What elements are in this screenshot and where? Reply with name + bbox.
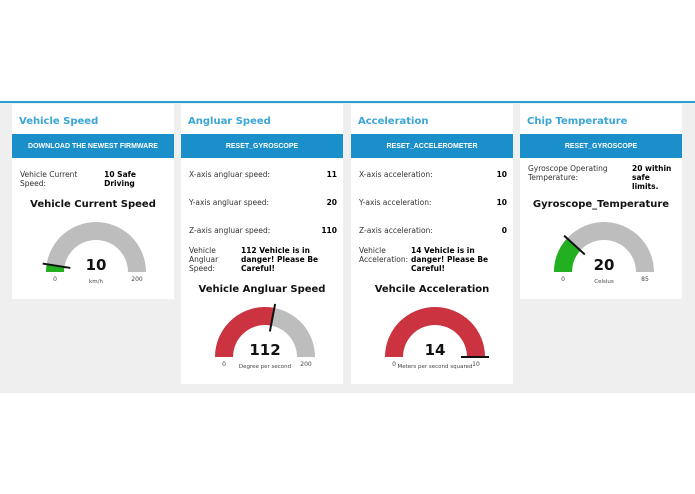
reading-row: Vehicle Current Speed: 10 Safe Driving bbox=[20, 170, 168, 188]
gauge-value: 14 bbox=[425, 341, 446, 359]
gauge-max: 200 bbox=[300, 361, 312, 368]
gauge-needle bbox=[42, 262, 71, 269]
card-title: Vehicle Speed bbox=[19, 116, 99, 127]
gauge-max: 85 bbox=[641, 276, 649, 283]
card-vehicle-speed: Vehicle Speed DOWNLOAD THE NEWEST FIRMWA… bbox=[12, 104, 174, 299]
gauge: 112 Degree per second 0 200 bbox=[215, 303, 315, 370]
reading-row: Vehicle Angluar Speed: 112 Vehicle is in… bbox=[189, 246, 337, 273]
reading-label: Y-axis acceleration: bbox=[359, 198, 432, 207]
card-title: Acceleration bbox=[358, 116, 429, 127]
gauge-min: 0 bbox=[53, 276, 57, 283]
reading-row: Y-axis angluar speed: 20 bbox=[189, 198, 337, 207]
reading-row: Z-axis acceleration: 0 bbox=[359, 226, 507, 235]
reading-row: Gyroscope Operating Temperature: 20 with… bbox=[528, 164, 676, 191]
reading-label: Vehicle Angluar Speed: bbox=[189, 246, 219, 273]
reading-label: X-axis acceleration: bbox=[359, 170, 433, 179]
reading-value: 110 bbox=[321, 226, 337, 235]
reading-value: 10 bbox=[496, 170, 507, 179]
action-button[interactable]: RESET_GYROSCOPE bbox=[520, 134, 682, 158]
gauge-max: 200 bbox=[131, 276, 143, 283]
gauge: 10 km/h 0 200 bbox=[42, 222, 146, 285]
gauge-fill bbox=[385, 307, 485, 357]
gauge-min: 0 bbox=[392, 361, 396, 368]
reading-label: X-axis angluar speed: bbox=[189, 170, 271, 179]
reading-value: 10 bbox=[496, 198, 507, 207]
reading-row: Y-axis acceleration: 10 bbox=[359, 198, 507, 207]
reading-value: 20 bbox=[326, 198, 337, 207]
gauge-unit: Celsius bbox=[594, 279, 614, 285]
card-title: Angluar Speed bbox=[188, 116, 271, 127]
gauge-needle bbox=[563, 234, 586, 256]
card-angluar-speed: Angluar Speed RESET_GYROSCOPE X-axis ang… bbox=[181, 104, 343, 384]
reading-row: X-axis acceleration: 10 bbox=[359, 170, 507, 179]
reading-row: Z-axis angluar speed: 110 bbox=[189, 226, 337, 235]
gauge-min: 0 bbox=[222, 361, 226, 368]
reading-value: 112 Vehicle is in danger! Please Be Care… bbox=[241, 246, 319, 273]
gauge-title: Vehicle Current Speed bbox=[30, 199, 156, 210]
gauge-title: Vehcile Acceleration bbox=[374, 284, 490, 295]
gauge-value: 20 bbox=[594, 256, 615, 274]
gauge-max: 10 bbox=[472, 361, 480, 368]
gauge-title: Vehicle Angluar Speed bbox=[198, 284, 326, 295]
reading-value: 14 Vehicle is in danger! Please Be Caref… bbox=[411, 246, 489, 273]
reading-value: 0 bbox=[501, 226, 507, 235]
action-button[interactable]: RESET_ACCELEROMETER bbox=[351, 134, 513, 158]
gauge-title: Gyroscope_Temperature bbox=[532, 199, 670, 210]
gauge-value: 10 bbox=[86, 256, 107, 274]
gauge-fill bbox=[215, 307, 275, 357]
gauge-track bbox=[46, 222, 146, 272]
action-button[interactable]: RESET_GYROSCOPE bbox=[181, 134, 343, 158]
reading-label: Y-axis angluar speed: bbox=[189, 198, 270, 207]
gauge-unit: Degree per second bbox=[239, 364, 291, 370]
action-button[interactable]: DOWNLOAD THE NEWEST FIRMWARE bbox=[12, 134, 174, 158]
card-title: Chip Temperature bbox=[527, 116, 628, 127]
gauge-needle bbox=[268, 303, 277, 332]
gauge: 20 Celsius 0 85 bbox=[554, 222, 654, 285]
gauge-value: 112 bbox=[249, 341, 280, 359]
gauge-fill bbox=[46, 264, 65, 272]
card-acceleration: Acceleration RESET_ACCELEROMETER X-axis … bbox=[351, 104, 513, 384]
reading-value: 11 bbox=[326, 170, 337, 179]
reading-label: Z-axis angluar speed: bbox=[189, 226, 271, 235]
reading-label: Z-axis acceleration: bbox=[359, 226, 433, 235]
gauge-track bbox=[554, 222, 654, 272]
reading-row: Vehicle Acceleration: 14 Vehicle is in d… bbox=[359, 246, 507, 273]
reading-row: X-axis angluar speed: 11 bbox=[189, 170, 337, 179]
reading-value: 10 Safe Driving bbox=[104, 170, 136, 188]
reading-label: Vehicle Current Speed: bbox=[20, 170, 78, 188]
reading-label: Gyroscope Operating Temperature: bbox=[528, 164, 608, 182]
gauge: 14 Meters per second squared 0 10 bbox=[385, 307, 489, 370]
gauge-unit: Meters per second squared bbox=[397, 364, 472, 370]
gauge-fill bbox=[554, 238, 581, 272]
reading-value: 20 within safe limits. bbox=[632, 164, 672, 191]
reading-label: Vehicle Acceleration: bbox=[359, 246, 409, 264]
card-chip-temperature: Chip Temperature RESET_GYROSCOPE Gyrosco… bbox=[520, 104, 682, 299]
gauge-unit: km/h bbox=[89, 279, 103, 285]
gauge-min: 0 bbox=[561, 276, 565, 283]
